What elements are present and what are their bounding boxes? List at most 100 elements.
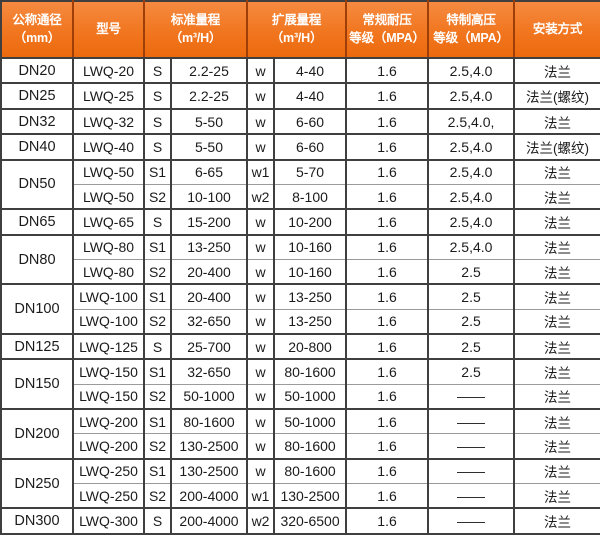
table-cell: 80-1600 xyxy=(274,433,348,459)
table-cell: 2.5,4.0 xyxy=(428,56,516,84)
table-cell: LWQ-50 xyxy=(73,158,145,185)
table-cell: 1.6 xyxy=(346,56,430,84)
table-cell: 80-1600 xyxy=(274,358,348,385)
table-cell: 法兰 xyxy=(514,158,600,185)
dn-cell: DN80 xyxy=(1,233,74,285)
table-cell: LWQ-250 xyxy=(73,483,145,509)
table-cell: 法兰 xyxy=(514,283,600,310)
table-cell: S2 xyxy=(144,308,172,334)
column-header: 常规耐压 等级（MPA） xyxy=(346,1,430,59)
table-cell: 6-65 xyxy=(171,158,249,185)
table-row: DN32 LWQ-32 S 5-50 w 6-60 1.6 2.5,4.0, 法兰 xyxy=(1,107,600,135)
table-cell: 法兰 xyxy=(514,483,600,509)
table-cell: 200-4000 xyxy=(171,507,249,534)
table-cell: S2 xyxy=(144,433,172,459)
table-cell: LWQ-200 xyxy=(73,433,145,459)
table-row: DN250 LWQ-250 S1 130-2500 w 80-1600 1.6 —— 法兰 xyxy=(1,457,600,509)
header-row: 公称通径 （mm） 型号 标准量程 （m³/H） 扩展量程 （m³/H） 常规耐压 等级（MPA… xyxy=(1,1,600,59)
table-row: DN80 LWQ-80 S1 13-250 w 10-160 1.6 2.5,4.0 法兰 xyxy=(1,233,600,285)
table-cell: w xyxy=(247,457,276,484)
dn-cell: DN200 xyxy=(1,408,74,459)
table-row: LWQ-250 S2 200-4000 w1 130-2500 1.6 —— 法兰 xyxy=(1,483,600,509)
table-cell: 法兰 xyxy=(514,507,600,534)
table-cell: 2.5,4.0 xyxy=(428,158,516,185)
table-cell: S xyxy=(144,133,172,160)
table-cell: 法兰 xyxy=(514,332,600,360)
table-cell: 法兰 xyxy=(514,358,600,385)
table-cell: w2 xyxy=(247,183,276,210)
column-header: 公称通径 （mm） xyxy=(1,1,74,59)
dn-cell: DN32 xyxy=(1,107,74,135)
table-cell: 50-1000 xyxy=(171,383,249,410)
table-row: DN40 LWQ-40 S 5-50 w 6-60 1.6 2.5,4.0 法兰(螺纹) xyxy=(1,133,600,160)
column-header-line: 型号 xyxy=(96,21,121,36)
table-cell: S1 xyxy=(144,457,172,484)
table-row: DN200 LWQ-200 S1 80-1600 w 50-1000 1.6 —— 法兰 xyxy=(1,408,600,459)
dn-cell: DN65 xyxy=(1,208,74,235)
table-cell: 130-2500 xyxy=(171,457,249,484)
dn-cell: DN40 xyxy=(1,133,74,160)
table-cell: w xyxy=(247,56,276,84)
column-header: 安装方式 xyxy=(514,1,600,59)
table-cell: LWQ-80 xyxy=(73,259,145,285)
table-cell: 1.6 xyxy=(346,308,430,334)
column-header-line: （m³/H） xyxy=(169,30,222,45)
dn-cell: DN250 xyxy=(1,457,74,509)
table-cell: 20-400 xyxy=(171,283,249,310)
table-cell: LWQ-150 xyxy=(73,358,145,385)
table-row: DN25 LWQ-25 S 2.2-25 w 4-40 1.6 2.5,4.0 法兰(螺纹) xyxy=(1,82,600,109)
table-cell: 1.6 xyxy=(346,233,430,260)
dn-cell: DN50 xyxy=(1,158,74,210)
table-cell: 1.6 xyxy=(346,133,430,160)
table-cell: 1.6 xyxy=(346,383,430,410)
table-cell: S1 xyxy=(144,158,172,185)
table-cell: 法兰 xyxy=(514,107,600,135)
table-cell: LWQ-65 xyxy=(73,208,145,235)
table-cell: 2.5,4.0 xyxy=(428,133,516,160)
table-cell: w xyxy=(247,82,276,109)
table-cell: 1.6 xyxy=(346,82,430,109)
dn-cell: DN25 xyxy=(1,82,74,109)
table-cell: 1.6 xyxy=(346,107,430,135)
table-cell: 80-1600 xyxy=(274,457,348,484)
table-cell: w1 xyxy=(247,483,276,509)
table-cell: LWQ-80 xyxy=(73,233,145,260)
table-cell: LWQ-100 xyxy=(73,308,145,334)
table-cell: S2 xyxy=(144,183,172,210)
table-cell: 50-1000 xyxy=(274,383,348,410)
column-header-line: （mm） xyxy=(13,30,61,45)
dn-cell: DN20 xyxy=(1,56,74,84)
table-row: DN50 LWQ-50 S1 6-65 w1 5-70 1.6 2.5,4.0 法兰 xyxy=(1,158,600,210)
table-cell: w xyxy=(247,383,276,410)
table-cell: 1.6 xyxy=(346,408,430,434)
table-cell: 20-800 xyxy=(274,332,348,360)
table-cell: w xyxy=(247,433,276,459)
table-row: LWQ-100 S2 32-650 w 13-250 1.6 2.5 法兰 xyxy=(1,308,600,334)
table-cell: 4-40 xyxy=(274,56,348,84)
table-cell: 2.2-25 xyxy=(171,56,249,84)
table-cell: 1.6 xyxy=(346,457,430,484)
table-cell: 6-60 xyxy=(274,107,348,135)
table-cell: S1 xyxy=(144,233,172,260)
table-cell: S xyxy=(144,56,172,84)
column-header: 特制高压 等级（MPA） xyxy=(428,1,516,59)
table-cell: 10-160 xyxy=(274,259,348,285)
table-cell: 15-200 xyxy=(171,208,249,235)
table-cell: 4-40 xyxy=(274,82,348,109)
table-cell: LWQ-125 xyxy=(73,332,145,360)
table-cell: 2.5,4.0 xyxy=(428,183,516,210)
table-cell: S1 xyxy=(144,408,172,434)
table-cell: 25-700 xyxy=(171,332,249,360)
column-header-line: 等级（MPA） xyxy=(433,30,509,45)
table-cell: 5-50 xyxy=(171,133,249,160)
table-cell: 200-4000 xyxy=(171,483,249,509)
table-cell: 法兰 xyxy=(514,383,600,410)
dn-cell: DN100 xyxy=(1,283,74,334)
table-cell: 1.6 xyxy=(346,208,430,235)
table-cell: LWQ-20 xyxy=(73,56,145,84)
table-cell: w xyxy=(247,308,276,334)
table-cell: LWQ-25 xyxy=(73,82,145,109)
table-cell: w xyxy=(247,259,276,285)
table-cell: 32-650 xyxy=(171,358,249,385)
